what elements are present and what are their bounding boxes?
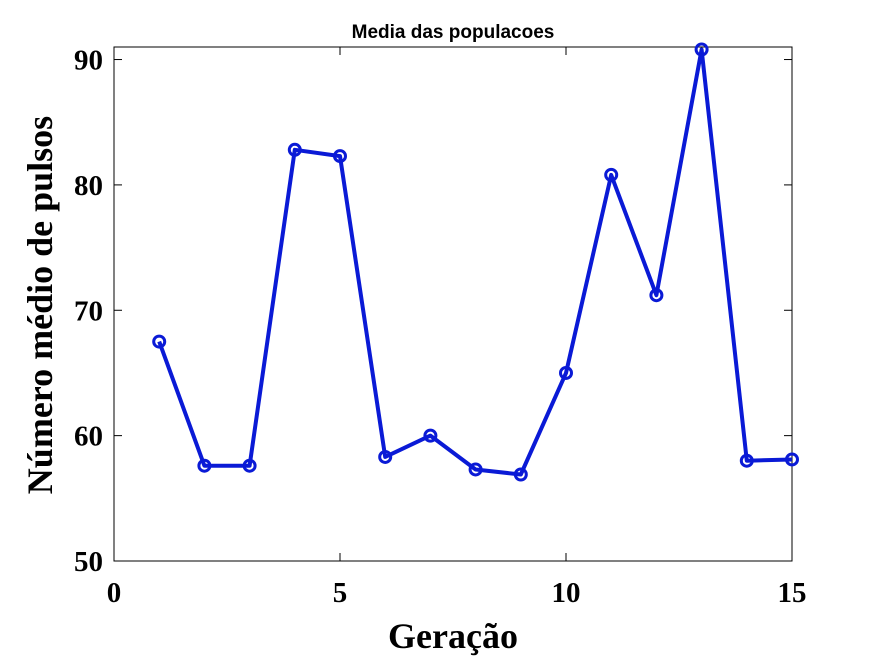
data-point [649,288,664,303]
data-point [287,142,302,157]
y-tick-label: 80 [74,170,103,202]
data-point [559,365,573,380]
data-point [604,167,619,182]
data-point [333,149,347,164]
data-point [694,42,709,57]
x-axis-label: Geração [388,616,518,656]
chart-title: Media das populacoes [352,22,555,43]
data-point [785,452,799,467]
y-tick-label: 70 [74,295,103,327]
data-point [152,334,167,349]
data-point [468,462,483,477]
y-tick-label: 60 [74,421,103,453]
data-point [423,428,438,443]
x-tick-label: 0 [107,577,122,609]
data-point [242,458,257,473]
y-tick-label: 90 [74,45,103,77]
x-tick-label: 5 [333,577,348,609]
plot-area: 0 5 10 15 50 60 70 80 90 [74,42,807,609]
data-point [197,458,212,473]
y-axis-label: Número médio de pulsos [20,116,60,494]
y-tick-label: 50 [74,546,103,578]
x-tick-label: 15 [778,577,807,609]
data-point [739,453,754,468]
data-point [513,467,528,482]
series-line [157,47,793,477]
x-tick-label: 10 [552,577,581,609]
plot-frame [113,46,793,562]
data-point [378,449,393,464]
